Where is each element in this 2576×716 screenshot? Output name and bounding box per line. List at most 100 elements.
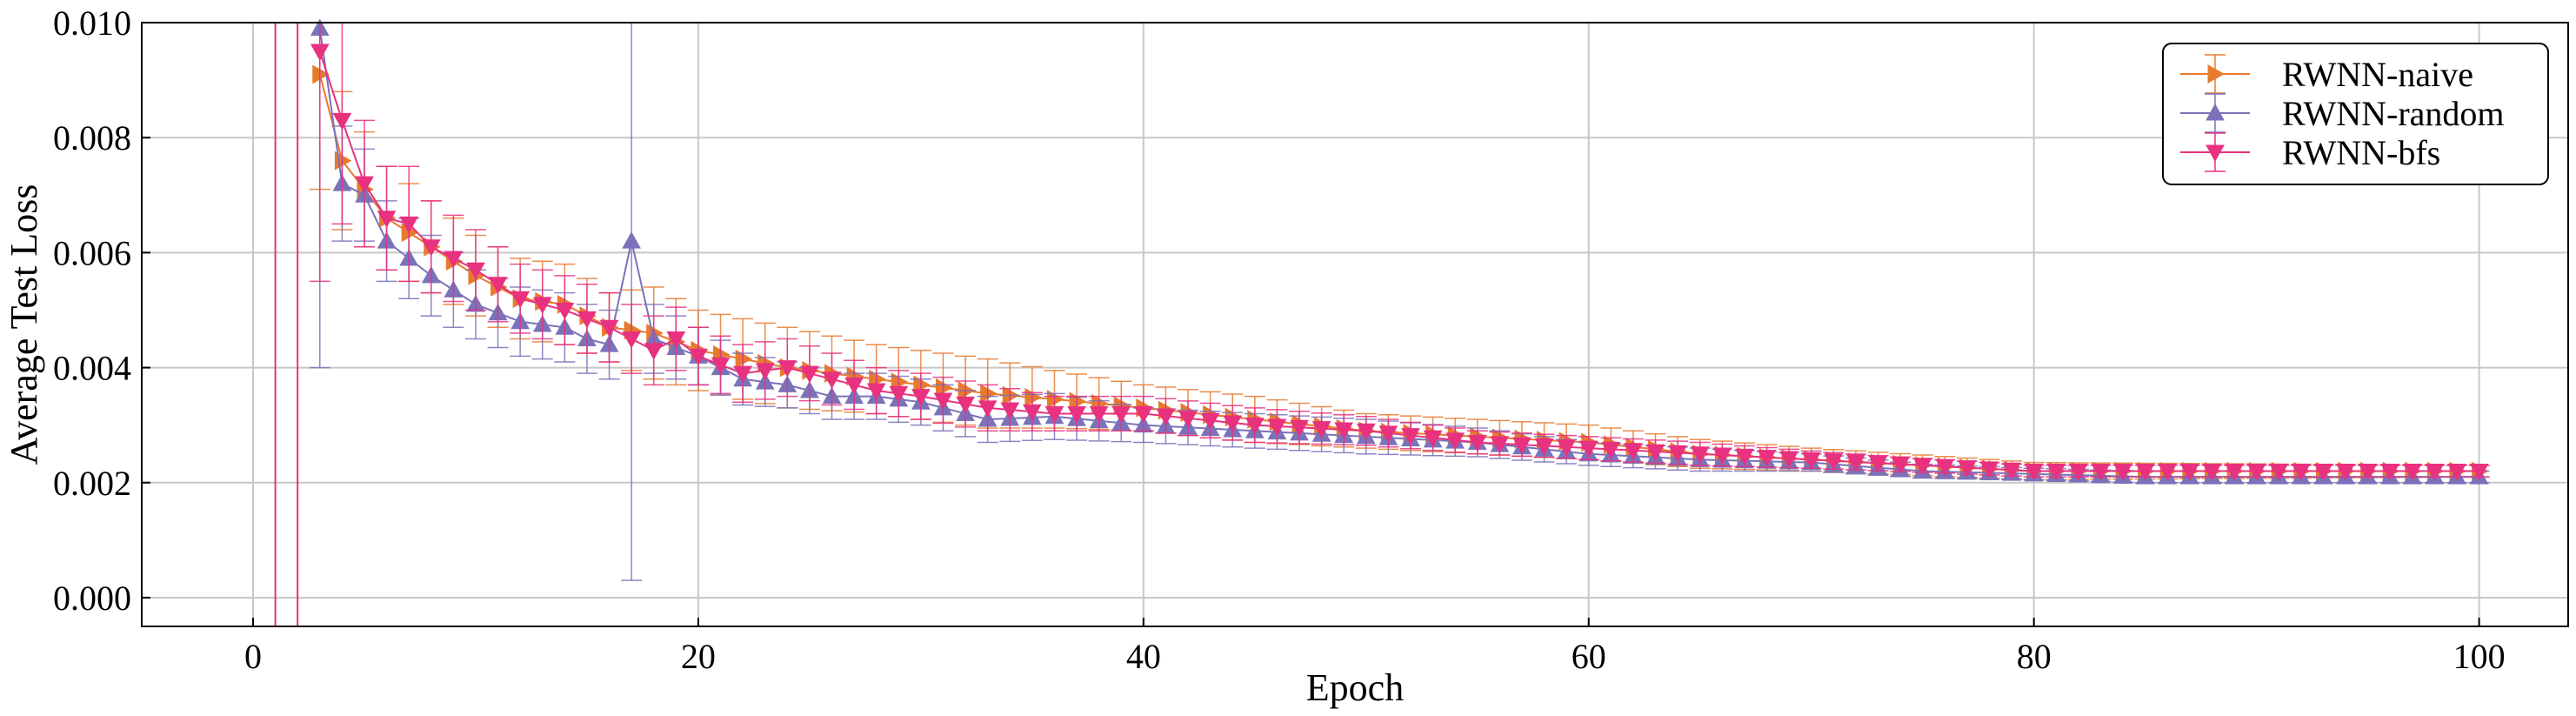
data-point (1024, 387, 1042, 407)
data-point (1512, 437, 1532, 455)
series-line (318, 74, 2479, 472)
data-point (2180, 464, 2199, 481)
data-point (2135, 464, 2155, 481)
data-point (1846, 454, 1865, 472)
data-point (1935, 458, 1955, 477)
legend-item-RWNN-bfs: RWNN-bfs (2180, 132, 2440, 172)
data-point (866, 383, 886, 401)
data-point (1445, 432, 1465, 450)
data-point (1067, 405, 1086, 424)
data-point (1624, 443, 1643, 460)
data-point (355, 176, 374, 194)
data-point (1223, 415, 1243, 433)
data-point (2336, 464, 2355, 481)
data-point (1601, 441, 1621, 459)
data-point (2291, 464, 2311, 481)
data-point (1735, 448, 1754, 466)
data-point (2246, 464, 2266, 481)
data-point (755, 363, 775, 380)
data-point (1645, 444, 1665, 462)
data-point (1267, 418, 1287, 437)
data-point (956, 396, 975, 414)
legend-label: RWNN-bfs (2282, 133, 2440, 172)
data-point (577, 311, 597, 329)
data-point (1046, 390, 1064, 409)
legend-label: RWNN-random (2282, 94, 2505, 133)
data-point (733, 365, 752, 384)
x-tick-label: 100 (2453, 637, 2506, 676)
data-point (312, 64, 330, 84)
data-point (1824, 453, 1844, 471)
data-point (2358, 464, 2378, 481)
data-point (1000, 402, 1020, 420)
series-group (274, 18, 2490, 626)
data-point (1712, 447, 1732, 465)
data-point (1356, 423, 1376, 441)
data-point (2024, 464, 2044, 481)
data-point (310, 43, 330, 62)
data-point (2469, 464, 2489, 481)
data-point (666, 331, 686, 349)
x-tick-label: 20 (681, 637, 716, 676)
y-tick-label: 0.004 (53, 349, 131, 388)
legend-item-RWNN-random: RWNN-random (2180, 93, 2505, 133)
data-point (2313, 464, 2333, 481)
data-point (2002, 462, 2021, 480)
data-point (399, 216, 419, 234)
y-tick-label: 0.008 (53, 118, 131, 157)
data-point (1891, 457, 1910, 474)
data-point (1578, 440, 1598, 458)
x-tick-label: 40 (1126, 637, 1161, 676)
data-point (1111, 405, 1131, 424)
data-point (1668, 445, 1687, 463)
data-point (466, 262, 485, 280)
data-point (1023, 404, 1042, 422)
data-point (1757, 450, 1777, 467)
legend-item-RWNN-naive: RWNN-naive (2180, 54, 2473, 94)
data-point (980, 384, 998, 404)
data-point (2380, 464, 2400, 481)
data-point (711, 357, 731, 375)
data-point (2402, 464, 2422, 481)
data-point (599, 319, 619, 338)
data-point (1690, 446, 1710, 464)
data-point (2447, 464, 2466, 481)
data-point (377, 211, 397, 228)
data-point (2069, 464, 2088, 481)
data-point (2113, 464, 2132, 481)
data-point (1979, 461, 1999, 478)
data-point (735, 349, 753, 369)
data-point (844, 377, 864, 395)
axis-ticks: 0 20 40 60 80 100 0.000 0.002 0.004 0.006 0.008 0.0… (53, 3, 2506, 676)
y-tick-label: 0.010 (53, 3, 131, 43)
data-point (1044, 405, 1064, 424)
data-point (1557, 439, 1577, 457)
data-point (689, 348, 708, 366)
data-point (555, 302, 575, 320)
data-point (1133, 405, 1153, 424)
data-point (488, 277, 508, 294)
x-axis-label: Epoch (1306, 666, 1404, 709)
data-point (1423, 430, 1443, 448)
data-point (1156, 408, 1176, 426)
data-point (1089, 405, 1109, 424)
series-RWNN-bfs (309, 23, 2490, 481)
data-point (889, 385, 909, 404)
data-point (1200, 412, 1220, 431)
x-tick-label: 60 (1572, 637, 1606, 676)
data-point (444, 251, 464, 269)
data-point (1868, 455, 1888, 473)
data-point (1490, 436, 1510, 453)
series-line (318, 50, 2479, 472)
data-point (622, 331, 641, 349)
legend-marker (2207, 64, 2226, 84)
y-tick-label: 0.000 (53, 579, 131, 618)
data-point (1311, 421, 1331, 438)
data-point (2091, 464, 2111, 481)
plot-frame (141, 22, 2569, 627)
data-point (935, 378, 953, 398)
legend-marker (2206, 103, 2225, 121)
